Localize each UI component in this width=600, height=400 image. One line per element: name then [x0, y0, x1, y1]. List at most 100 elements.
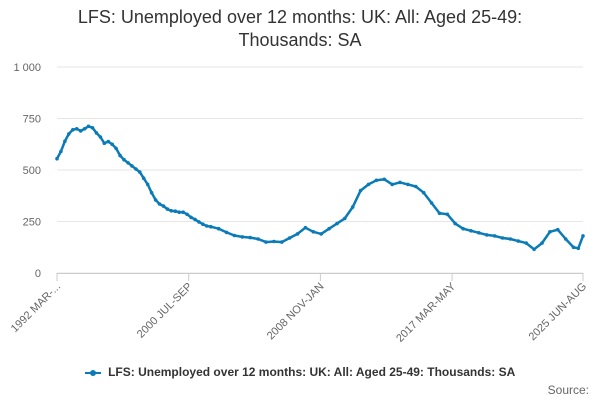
x-tick-label: 2025 JUN-AUG [527, 281, 590, 344]
y-tick-label: 0 [35, 268, 41, 280]
data-point [343, 216, 347, 221]
data-point [165, 207, 170, 211]
data-point [581, 234, 585, 238]
data-point [157, 202, 162, 206]
data-point [414, 184, 418, 189]
data-point [90, 126, 95, 130]
data-point [110, 142, 114, 147]
data-point [272, 239, 276, 244]
data-point [59, 149, 63, 154]
data-point [118, 153, 122, 158]
data-point [406, 182, 410, 187]
data-point [98, 135, 103, 139]
data-point [74, 127, 79, 131]
data-point [141, 176, 146, 180]
data-point [335, 221, 339, 226]
data-point [576, 246, 581, 251]
chart-title: LFS: Unemployed over 12 months: UK: All:… [0, 6, 600, 52]
data-point [485, 233, 489, 237]
legend-label: LFS: Unemployed over 12 months: UK: All:… [108, 365, 516, 379]
data-point [114, 146, 118, 151]
data-point [209, 224, 213, 229]
data-point [280, 240, 284, 244]
data-point [429, 201, 434, 205]
data-point [216, 226, 221, 231]
series-line [55, 125, 585, 251]
y-tick-label: 500 [23, 165, 41, 177]
data-point [86, 124, 91, 129]
data-point [248, 235, 252, 240]
data-point [149, 190, 154, 195]
data-point [82, 127, 87, 131]
data-point [366, 182, 371, 187]
chart-title-line-2: Thousands: SA [238, 30, 362, 50]
y-tick-label: 1 000 [13, 62, 41, 74]
data-point [169, 209, 174, 213]
data-point [71, 128, 75, 132]
data-point [437, 211, 442, 216]
data-point [106, 139, 111, 144]
data-point [177, 210, 181, 214]
data-point [193, 217, 197, 222]
data-point [240, 235, 245, 239]
data-point [571, 245, 576, 250]
data-point [153, 198, 158, 202]
data-point [516, 239, 521, 243]
data-point [201, 222, 205, 226]
data-point [256, 237, 260, 241]
data-point [492, 234, 497, 238]
data-point [532, 247, 536, 252]
source-label: Source: [547, 383, 589, 397]
x-tick-label: 2008 NOV-JAN [265, 281, 327, 343]
data-point [540, 241, 544, 245]
data-point [224, 230, 229, 235]
data-point [264, 240, 268, 244]
y-tick-label: 250 [23, 217, 41, 229]
chart-title-line-1: LFS: Unemployed over 12 months: UK: All:… [77, 7, 523, 27]
data-point [311, 230, 316, 234]
y-axis: 0 250 500 750 1 000 [13, 62, 41, 280]
data-point [145, 182, 150, 187]
y-tick-label: 750 [23, 114, 41, 126]
data-point [134, 167, 138, 171]
data-point [67, 132, 71, 136]
data-point [173, 209, 178, 213]
data-point [461, 226, 465, 231]
data-point [524, 241, 528, 245]
data-point [548, 230, 552, 234]
x-axis: 1992 MAR-... 2000 JUL-SEP 2008 NOV-JAN 2017… [9, 273, 589, 345]
data-point [94, 131, 99, 135]
data-point [469, 229, 473, 233]
data-point [327, 226, 331, 231]
x-tick-label: 1992 MAR-... [9, 281, 63, 335]
data-point [374, 178, 379, 183]
data-point [303, 225, 308, 230]
data-point [477, 231, 481, 235]
data-point [287, 236, 292, 240]
data-point [500, 236, 505, 240]
x-tick-label: 2017 MAR-MAY [394, 280, 459, 345]
data-point [181, 210, 185, 214]
data-point [161, 204, 166, 208]
legend-swatch-icon [84, 368, 101, 378]
data-point [232, 233, 237, 238]
data-point [508, 237, 513, 241]
data-point [185, 212, 189, 217]
data-point [453, 221, 458, 226]
data-point [130, 164, 134, 168]
data-point [205, 224, 209, 228]
x-tick-label: 2000 JUL-SEP [135, 281, 195, 341]
data-point [189, 215, 193, 220]
data-point [319, 232, 324, 236]
data-point [556, 227, 560, 232]
data-point [350, 205, 355, 209]
data-point [421, 190, 426, 195]
data-point [390, 182, 395, 187]
data-point [445, 212, 450, 217]
series [55, 124, 585, 252]
legend[interactable]: LFS: Unemployed over 12 months: UK: All:… [0, 365, 600, 379]
data-point [122, 157, 126, 162]
data-point [563, 237, 568, 241]
data-point [358, 188, 363, 193]
